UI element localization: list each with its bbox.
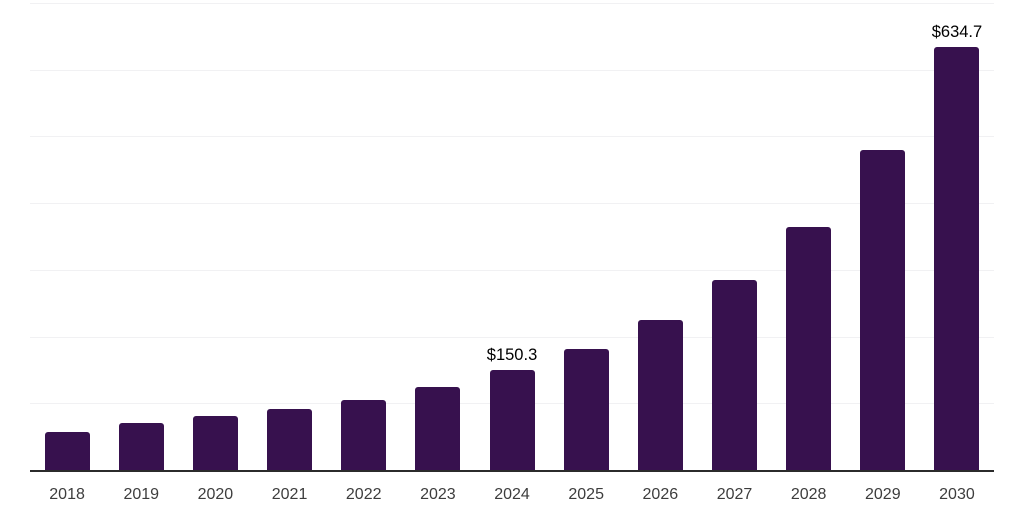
x-tick-label: 2021 — [271, 486, 308, 503]
bar-cell — [772, 3, 846, 470]
bar-cell — [178, 3, 252, 470]
x-tick-label: 2029 — [865, 486, 901, 503]
bar-cell — [697, 3, 771, 470]
bar-value-label: $150.3 — [486, 346, 538, 365]
x-tick-label: 2027 — [716, 486, 753, 503]
x-tick-label: 2028 — [790, 486, 827, 503]
x-tick-label: 2022 — [345, 486, 382, 503]
bar-value-label: $634.7 — [931, 23, 983, 42]
bar-2022 — [341, 399, 387, 470]
bar-2026 — [637, 319, 683, 470]
x-tick-label: 2025 — [568, 486, 604, 503]
bar-2027 — [711, 279, 757, 470]
gridline — [30, 269, 994, 271]
bar-2018 — [44, 431, 90, 470]
bar-cell — [623, 3, 697, 470]
bar-cell — [104, 3, 178, 470]
bar-cell — [549, 3, 623, 470]
x-tick-label: 2024 — [494, 486, 530, 503]
bar-2030 — [934, 46, 980, 470]
bar-2019 — [118, 422, 164, 470]
bar-2024 — [489, 369, 535, 470]
bars-row: $150.3 $634.7 — [30, 3, 994, 470]
bar-2025 — [563, 348, 609, 470]
bar-cell: $634.7 — [920, 3, 994, 470]
bar-2028 — [786, 226, 832, 470]
bar-cell — [401, 3, 475, 470]
x-tick-label: 2026 — [642, 486, 679, 503]
gridline — [30, 203, 994, 205]
bar-2021 — [267, 408, 313, 470]
gridline — [30, 136, 994, 138]
bar-cell — [252, 3, 326, 470]
bar-cell: $150.3 — [475, 3, 549, 470]
x-tick-label: 2019 — [123, 486, 160, 503]
x-axis-line — [30, 470, 994, 472]
bar-2023 — [415, 386, 461, 470]
x-tick-label: 2020 — [197, 486, 234, 503]
bar-cell — [30, 3, 104, 470]
bar-2020 — [192, 415, 238, 470]
x-tick-label: 2030 — [939, 486, 975, 503]
x-tick-label: 2018 — [49, 486, 85, 503]
x-tick-label: 2023 — [420, 486, 456, 503]
bar-cell — [327, 3, 401, 470]
bar-cell — [846, 3, 920, 470]
x-axis: 2018 2019 2020 2021 2022 2023 2024 2025 2026 2027… — [30, 472, 994, 512]
gridline — [30, 69, 994, 71]
gridline — [30, 336, 994, 338]
gridline — [30, 3, 994, 4]
bar-2029 — [860, 150, 906, 470]
